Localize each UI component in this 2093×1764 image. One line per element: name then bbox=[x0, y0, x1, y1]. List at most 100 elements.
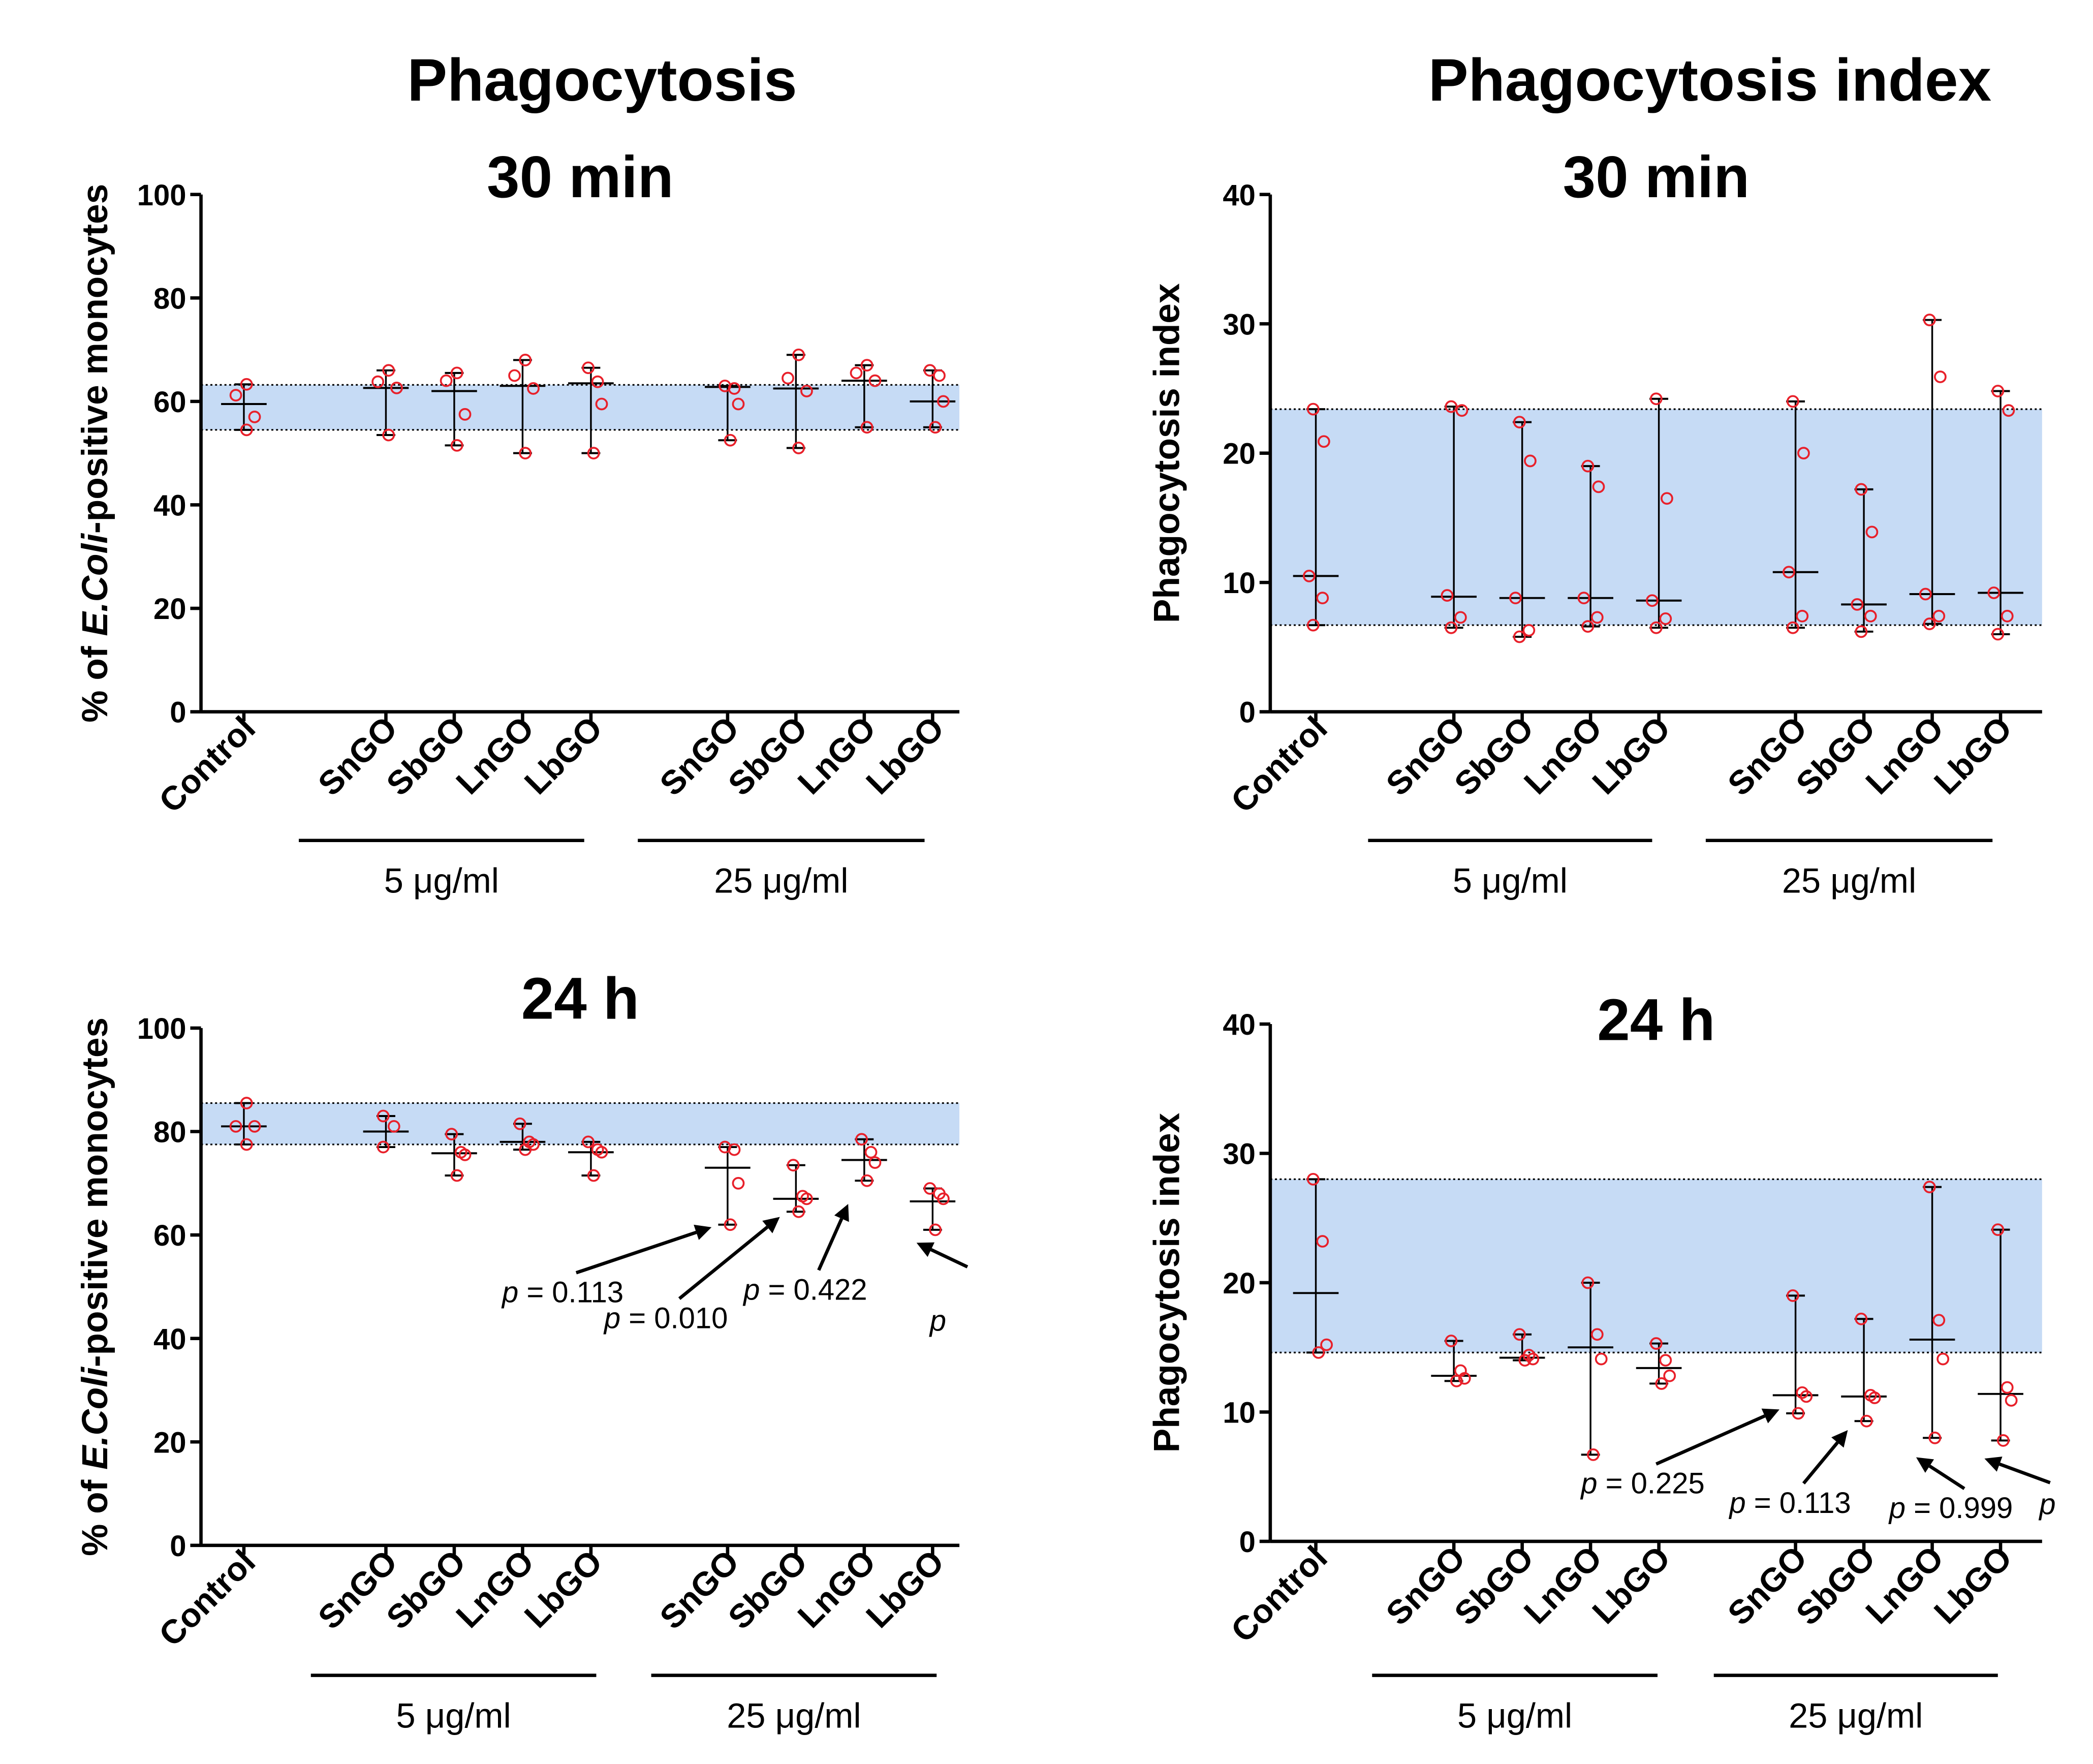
y-axis-label-part: E.Coli bbox=[75, 1367, 115, 1470]
reference-band bbox=[201, 385, 960, 430]
x-tick-label: LbGO bbox=[859, 709, 951, 801]
series-group bbox=[1636, 392, 1682, 634]
p-value-annotation: p = 0.422 bbox=[742, 1204, 867, 1306]
series-group bbox=[1772, 395, 1819, 634]
data-point bbox=[1797, 447, 1810, 460]
series-group bbox=[1909, 1181, 1955, 1444]
x-tick-label: Control bbox=[151, 1542, 262, 1653]
p-value-annotation: p = 0.999 bbox=[1888, 1457, 2013, 1525]
data-point bbox=[1659, 1354, 1672, 1367]
data-point bbox=[860, 421, 873, 434]
data-point bbox=[1932, 609, 1946, 623]
p-value-annotation: p = 0.010 bbox=[603, 1217, 780, 1335]
data-point bbox=[1509, 592, 1522, 605]
data-point bbox=[1786, 395, 1799, 408]
data-point bbox=[248, 1120, 261, 1133]
y-tick-label: 40 bbox=[153, 1323, 186, 1356]
data-point bbox=[513, 1117, 526, 1130]
data-point bbox=[2001, 1381, 2014, 1394]
series-group bbox=[1568, 459, 1613, 633]
data-point bbox=[1450, 1374, 1463, 1387]
data-point bbox=[1800, 1390, 1813, 1403]
data-point bbox=[1655, 1377, 1668, 1390]
p-value-annotation: p = 0.225 bbox=[1580, 1408, 1779, 1500]
data-point bbox=[440, 374, 453, 387]
data-point bbox=[1646, 594, 1659, 607]
series-group bbox=[568, 361, 614, 460]
data-point bbox=[1320, 1338, 1333, 1351]
data-point bbox=[240, 1097, 253, 1109]
y-tick-label: 100 bbox=[137, 179, 186, 212]
x-tick-label: SnGO bbox=[652, 1542, 746, 1636]
y-tick-label: 20 bbox=[1223, 438, 1256, 471]
p-value-label: p bbox=[2038, 1488, 2055, 1521]
series-group bbox=[705, 1140, 751, 1231]
series-group bbox=[705, 379, 751, 447]
data-point bbox=[240, 423, 253, 437]
x-tick-label: LbGO bbox=[1585, 1538, 1677, 1631]
y-tick-label: 60 bbox=[153, 386, 186, 419]
data-point bbox=[1786, 1289, 1799, 1302]
data-point bbox=[1661, 492, 1673, 505]
data-point bbox=[450, 366, 463, 380]
data-point bbox=[724, 1218, 737, 1231]
series-group bbox=[363, 1109, 409, 1154]
series-group bbox=[910, 1182, 956, 1236]
series-group bbox=[568, 1135, 614, 1182]
series-group bbox=[1293, 403, 1339, 632]
data-point bbox=[1316, 1235, 1329, 1248]
y-axis-label-part: % of bbox=[75, 636, 115, 723]
data-point bbox=[1306, 1172, 1320, 1186]
x-tick-label: SnGO bbox=[310, 709, 404, 802]
data-point bbox=[923, 364, 936, 377]
arrow-head bbox=[1761, 1408, 1779, 1423]
p-value: = 0.225 bbox=[1597, 1467, 1704, 1500]
x-tick-label: LnGO bbox=[790, 709, 883, 801]
data-point bbox=[792, 442, 805, 454]
data-point bbox=[1441, 589, 1454, 602]
data-point bbox=[595, 397, 608, 411]
reference-band bbox=[1270, 1179, 2042, 1353]
series-group bbox=[841, 1133, 887, 1187]
y-tick-label: 0 bbox=[170, 1530, 186, 1563]
data-point bbox=[1860, 1414, 1873, 1428]
data-point bbox=[1518, 1354, 1532, 1367]
data-point bbox=[587, 1169, 600, 1182]
data-point bbox=[508, 369, 521, 382]
p-value-label: p = 0.010 bbox=[603, 1302, 728, 1335]
series-group bbox=[1293, 1172, 1339, 1359]
data-point bbox=[1524, 454, 1537, 468]
p-value-annotation: p = 0.113 bbox=[501, 1224, 712, 1309]
y-tick-label: 40 bbox=[1223, 1008, 1256, 1041]
data-point bbox=[937, 395, 950, 408]
x-tick-label: LbGO bbox=[517, 709, 609, 801]
x-tick-label: Control bbox=[151, 709, 262, 820]
data-point bbox=[1865, 525, 1879, 539]
data-point bbox=[1932, 1314, 1946, 1327]
x-tick-label: SbGO bbox=[1789, 1538, 1882, 1632]
p-symbol: p bbox=[501, 1276, 518, 1309]
series-group bbox=[1841, 1312, 1887, 1428]
data-point bbox=[1936, 1352, 1950, 1366]
series-group bbox=[499, 354, 546, 460]
data-point bbox=[792, 1205, 805, 1218]
x-tick-label: SbGO bbox=[379, 1542, 473, 1636]
panel-title: 30 min bbox=[1563, 144, 1750, 210]
data-point bbox=[1919, 587, 1932, 601]
data-point bbox=[229, 1120, 242, 1133]
data-point bbox=[450, 439, 463, 452]
data-point bbox=[1851, 598, 1864, 611]
y-tick-label: 80 bbox=[153, 1116, 186, 1149]
y-tick-label: 80 bbox=[153, 282, 186, 315]
p-value: = 0.999 bbox=[1905, 1492, 2013, 1525]
data-point bbox=[1987, 586, 2001, 599]
y-tick-label: 0 bbox=[1239, 1526, 1256, 1559]
x-tick-label: LbGO bbox=[1927, 709, 2019, 801]
x-tick-label: SnGO bbox=[1379, 709, 1472, 802]
arrow-shaft bbox=[1998, 1462, 2051, 1484]
data-point bbox=[1855, 1312, 1868, 1325]
data-point bbox=[868, 1156, 882, 1169]
data-point bbox=[1445, 400, 1458, 413]
